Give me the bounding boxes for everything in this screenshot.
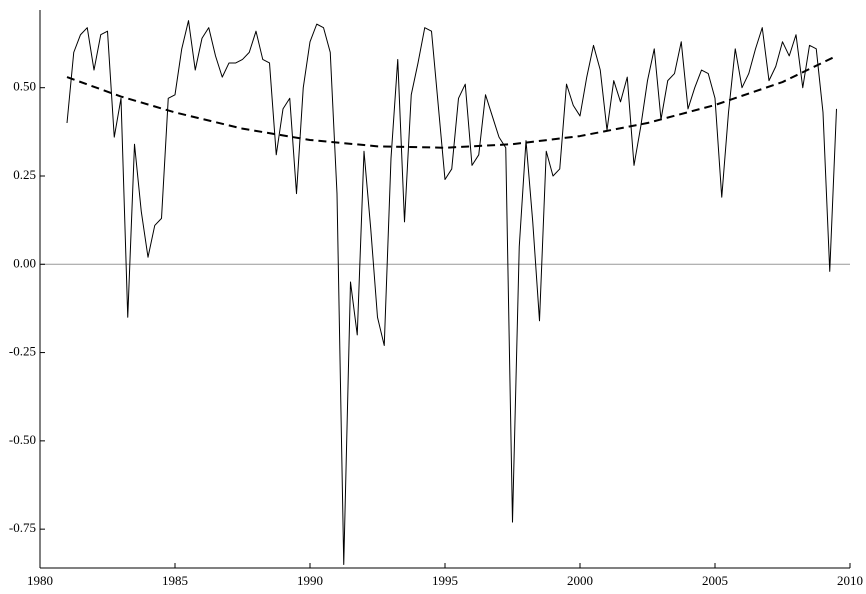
data-line [66, 20, 837, 565]
y-tick-label: 0.50 [13, 79, 36, 94]
x-tick-label: 1980 [27, 573, 53, 588]
y-tick-label: 0.00 [13, 255, 36, 270]
x-tick-label: 1985 [162, 573, 188, 588]
x-tick-label: 2000 [567, 573, 593, 588]
y-tick-label: -0.75 [9, 520, 36, 535]
x-tick-label: 1990 [297, 573, 323, 588]
x-tick-label: 2010 [837, 573, 863, 588]
x-tick-label: 2005 [702, 573, 728, 588]
y-tick-label: -0.25 [9, 344, 36, 359]
trend-line [66, 55, 837, 149]
y-tick-label: 0.25 [13, 167, 36, 182]
y-tick-label: -0.50 [9, 432, 36, 447]
x-tick-label: 1995 [432, 573, 458, 588]
